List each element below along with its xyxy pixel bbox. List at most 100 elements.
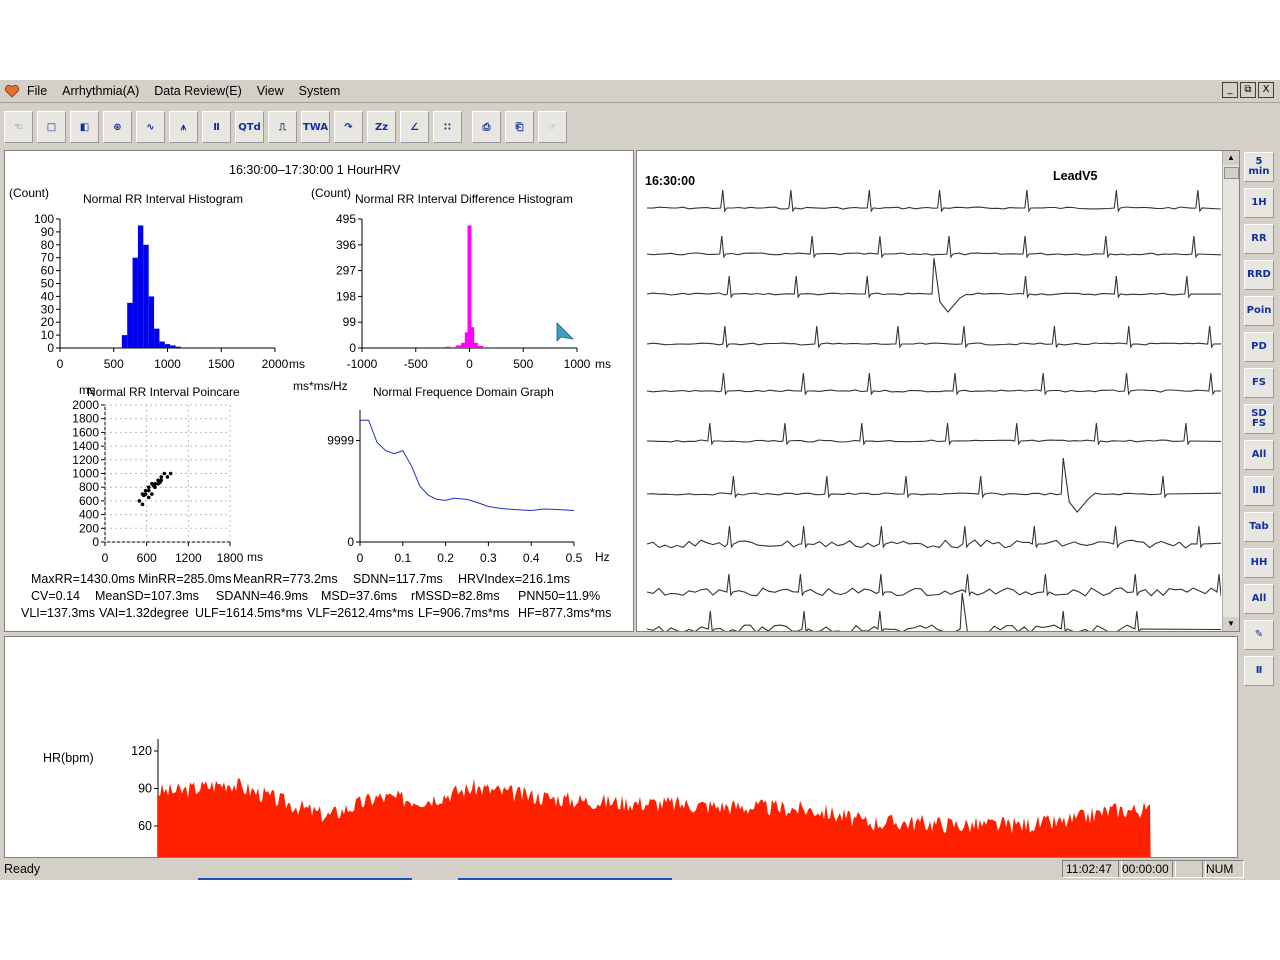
twa-button[interactable]: TWA [301,111,330,143]
right-tool-button-2[interactable]: RR [1244,224,1274,254]
histogram-x-tick: 0 [57,357,64,371]
wave-button[interactable]: ⎍ [268,111,297,143]
scroll-thumb[interactable] [1224,167,1239,179]
menu-bar: File Arrhythmia(A) Data Review(E) View S… [0,80,1280,103]
frequency-x-unit: Hz [595,550,610,564]
menu-view[interactable]: View [256,84,284,98]
hrv-stat: MeanSD=107.3ms [95,589,199,603]
right-tool-button-7[interactable]: SD FS [1244,404,1274,434]
minimize-button[interactable]: _ [1222,82,1238,98]
diff-histogram-bar [467,225,472,348]
frequency-y-unit: ms*ms/Hz [293,379,348,393]
ecg-time: 16:30:00 [645,174,695,188]
histogram-bar [164,344,171,348]
right-tool-button-12[interactable]: All [1244,584,1274,614]
histogram-y-tick: 0 [47,341,54,355]
poincare-y-tick: 1800 [72,412,99,426]
histogram-y-tick: 40 [41,289,55,303]
histogram-bar [159,341,165,348]
scroll-up-icon[interactable]: ▲ [1223,151,1239,165]
poincare-y-tick: 400 [79,508,99,522]
ecg-trace [646,325,1222,349]
poincare-point [165,475,170,479]
right-tool-button-0[interactable]: 5 min [1244,152,1274,182]
poincare-point [159,475,164,479]
scatter-button[interactable]: ∷ [433,111,462,143]
poincare-y-tick: 1600 [72,425,99,439]
hr-area [158,778,1152,901]
diff-histogram-unit: ms [595,357,611,371]
ecg-trace [646,235,1222,259]
hrv-stat: MaxRR=1430.0ms [31,572,135,586]
frequency-x-tick: 0.4 [523,551,540,565]
restore-button[interactable]: ⧉ [1240,82,1256,98]
pacing-button[interactable]: ↷ [334,111,363,143]
right-tool-button-13[interactable]: ✎ [1244,620,1274,650]
diff-histogram-bar [445,346,451,348]
hrv-stat: PNN50=11.9% [518,589,600,603]
menu-arrhythmia[interactable]: Arrhythmia(A) [62,84,140,98]
right-tool-button-8[interactable]: All [1244,440,1274,470]
right-tool-button-11[interactable]: HH [1244,548,1274,578]
new-file-button[interactable]: □ [37,111,66,143]
poincare-point [141,493,146,498]
frequency-axes: 9999 00 0.1 0.2 0.3 0.4 0.5 [327,410,583,565]
histogram-y-tick: 90 [41,225,55,239]
right-tool-button-14[interactable]: Ⅱ [1244,656,1274,686]
frequency-title: Normal Frequence Domain Graph [373,385,554,399]
axis-button[interactable]: ∠ [400,111,429,143]
ecg-vertical-scrollbar[interactable]: ▲ ▼ [1222,151,1239,631]
scroll-down-icon[interactable]: ▼ [1223,617,1239,631]
hand-tool-button[interactable]: ☜ [4,111,33,143]
right-tool-button-1[interactable]: 1H [1244,188,1274,218]
histogram-x-tick: 500 [104,357,124,371]
histogram-y-tick: 80 [41,238,55,252]
frequency-x-tick: 0.2 [437,551,454,565]
ecg-trace [646,525,1222,549]
qtd-button[interactable]: QTd [235,111,264,143]
diff-histogram-y-tick: 0 [349,341,356,355]
right-tool-button-4[interactable]: Poin [1244,296,1274,326]
right-tool-button-9[interactable]: ⅡⅡ [1244,476,1274,506]
hrv-stat: ULF=1614.5ms*ms [195,606,302,620]
right-toolbar: 5 min 1H RR RRD Poin PD FS SD FS All ⅡⅡ Tab HH All ✎ Ⅱ [1241,152,1275,686]
heart-app-icon [4,84,20,98]
st-analysis-button[interactable]: ⩚ [169,111,198,143]
histogram-bar [127,302,133,348]
disabled-hand-button[interactable]: ☞ [538,111,567,143]
trend-button[interactable]: Ⅱ [202,111,231,143]
diff-histogram-y-tick: 495 [336,212,356,226]
right-tool-button-3[interactable]: RRD [1244,260,1274,290]
menu-data-review[interactable]: Data Review(E) [154,84,242,98]
sleep-button[interactable]: Zz [367,111,396,143]
histogram-y-tick: 100 [34,212,54,226]
close-button[interactable]: X [1258,82,1274,98]
poincare-y-unit: ms [79,383,95,397]
diff-histogram-x-tick: -500 [404,357,428,371]
open-folder-button[interactable]: ◧ [70,111,99,143]
zoom-button[interactable]: ⊕ [103,111,132,143]
poincare-point [146,488,151,493]
menu-file[interactable]: File [27,84,48,98]
right-tool-button-6[interactable]: FS [1244,368,1274,398]
right-tool-button-10[interactable]: Tab [1244,512,1274,542]
poincare-points [137,471,173,507]
poincare-y-tick: 2000 [72,398,99,412]
hrv-stat: HRVIndex=216.1ms [458,572,570,586]
hrv-statistics: MaxRR=1430.0ms MinRR=285.0ms MeanRR=773.2m… [21,572,611,620]
menu-system[interactable]: System [298,84,341,98]
print-preview-button[interactable]: ⎗ [505,111,534,143]
ecg-view-button[interactable]: ∿ [136,111,165,143]
diff-histogram-bars [445,225,494,348]
ecg-trace [646,372,1221,396]
status-time: 11:02:47 [1062,860,1122,878]
poincare-point [143,488,148,493]
frequency-y-tick: 0 [347,535,354,549]
ecg-strip-panel: 16:30:00 LeadV5 ▲ ▼ [636,150,1240,648]
poincare-point [150,492,154,496]
histogram-y-tick: 60 [41,264,55,278]
print-button[interactable]: ⎙ [472,111,501,143]
diff-histogram-title: Normal RR Interval Difference Histogram [355,192,573,206]
right-tool-button-5[interactable]: PD [1244,332,1274,362]
ecg-trace [646,573,1224,597]
